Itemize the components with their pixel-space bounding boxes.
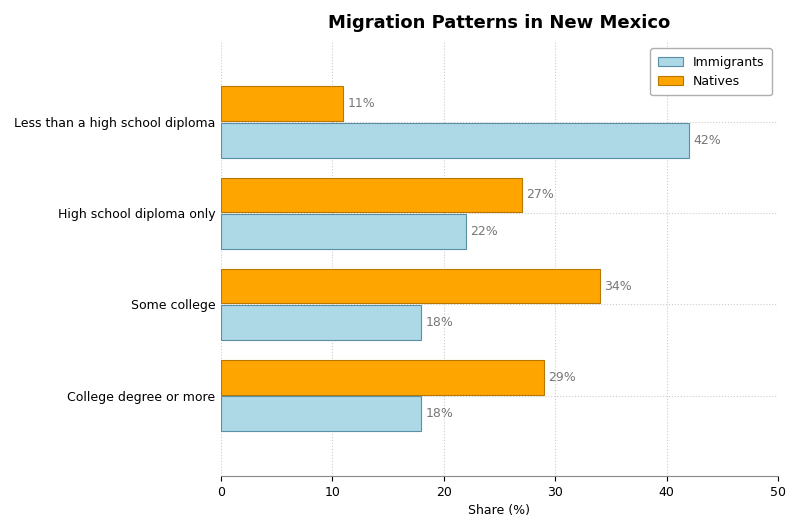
Text: 34%: 34% bbox=[604, 280, 632, 293]
Bar bbox=[221, 397, 422, 431]
Text: 27%: 27% bbox=[526, 189, 554, 201]
Text: 18%: 18% bbox=[426, 316, 454, 329]
Text: 11%: 11% bbox=[348, 97, 376, 110]
Bar bbox=[221, 269, 600, 304]
Legend: Immigrants, Natives: Immigrants, Natives bbox=[650, 48, 772, 95]
Text: 29%: 29% bbox=[549, 371, 576, 384]
Bar bbox=[221, 123, 689, 158]
Title: Migration Patterns in New Mexico: Migration Patterns in New Mexico bbox=[328, 14, 670, 32]
Bar bbox=[221, 305, 422, 340]
Bar bbox=[221, 360, 544, 395]
Bar bbox=[221, 214, 466, 249]
Bar bbox=[221, 178, 522, 212]
Bar bbox=[221, 87, 343, 121]
X-axis label: Share (%): Share (%) bbox=[469, 504, 530, 517]
Text: 22%: 22% bbox=[470, 225, 498, 238]
Text: 42%: 42% bbox=[694, 134, 721, 147]
Text: 18%: 18% bbox=[426, 407, 454, 421]
